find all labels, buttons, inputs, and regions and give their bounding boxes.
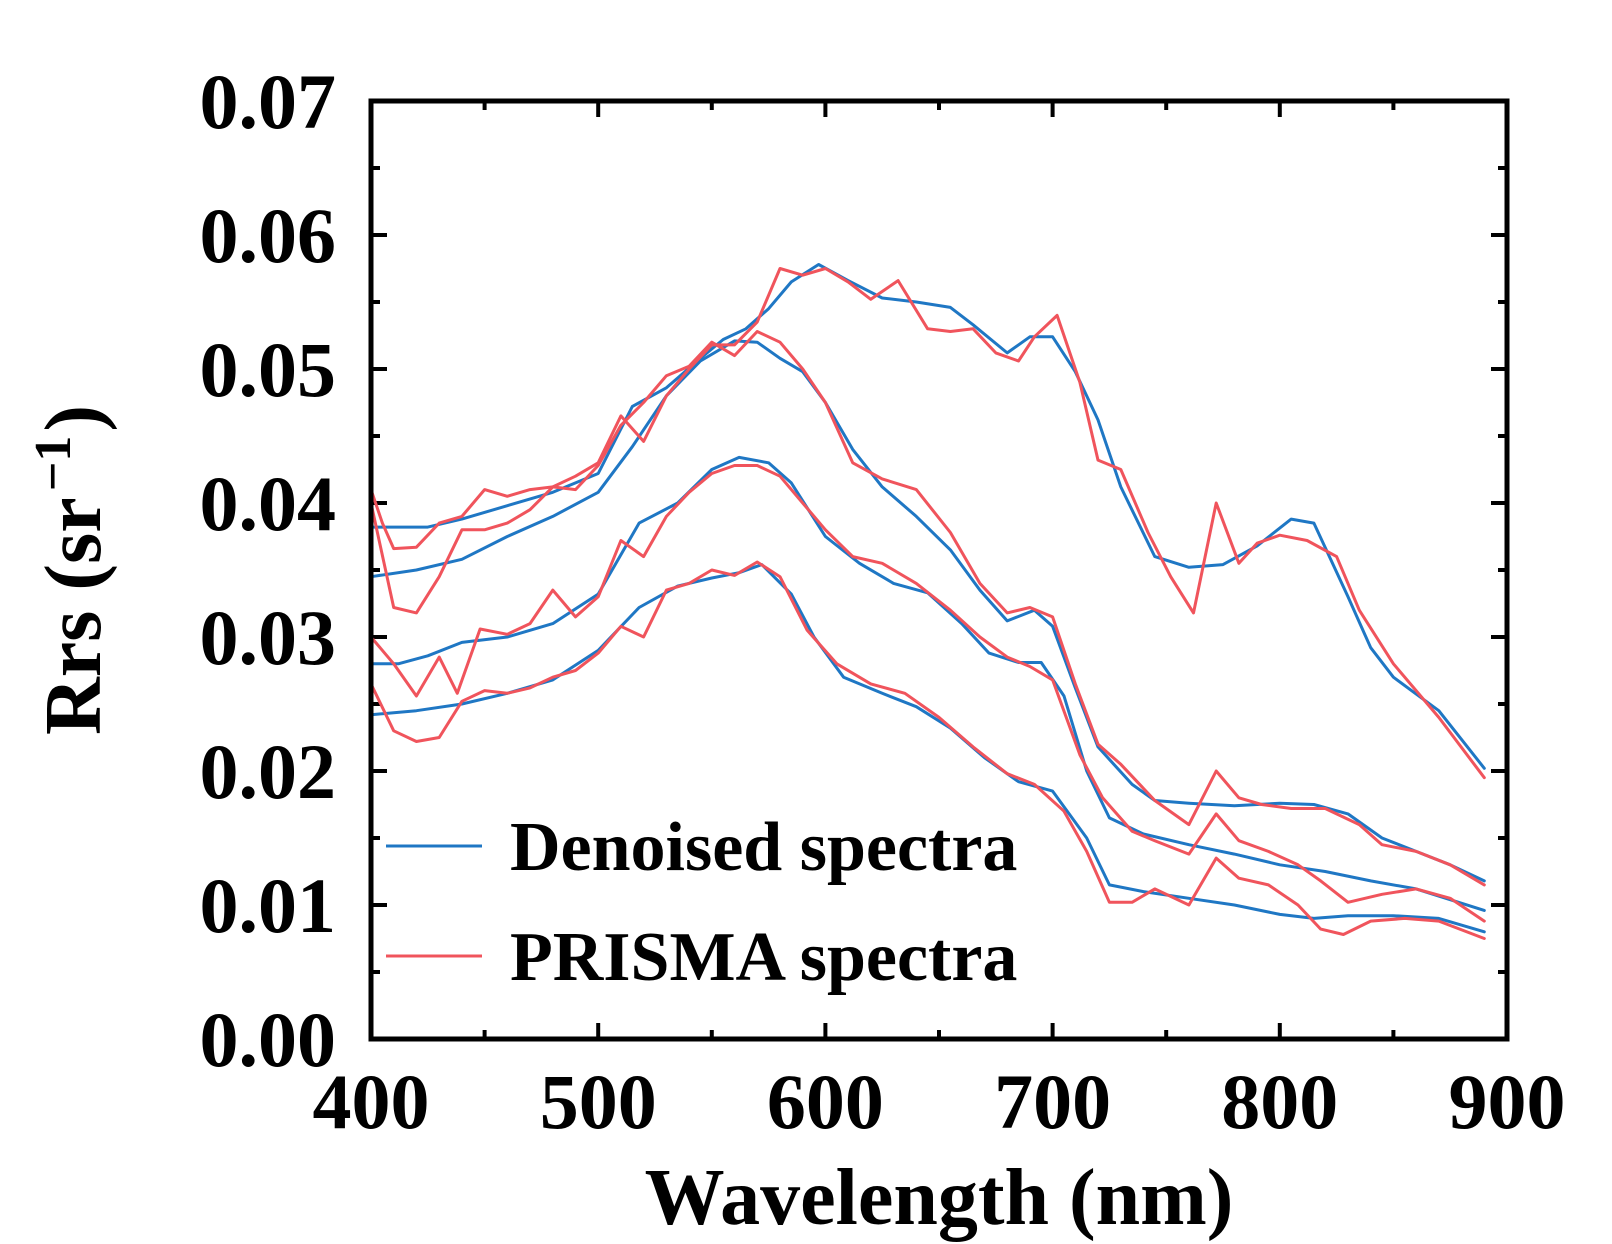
- series-line-denoised-spectra-3: [369, 455, 1486, 912]
- plot-frame: [368, 98, 1510, 1042]
- x-tick-label: 400: [313, 1058, 430, 1145]
- x-tick-label: 800: [1221, 1058, 1338, 1145]
- y-tick-label: 0.00: [200, 996, 337, 1083]
- series-line-denoised-spectra-1: [369, 263, 1486, 770]
- x-tick-labels: 400 500 600 700 800 900: [313, 1058, 1566, 1145]
- x-tick-label: 500: [540, 1058, 657, 1145]
- y-tick-label: 0.03: [200, 594, 337, 681]
- y-axis-title-main: Rrs (sr: [30, 497, 118, 735]
- legend: Denoised spectra PRISMA spectra: [386, 809, 1017, 996]
- y-tick-label: 0.02: [200, 728, 337, 815]
- series-line-prisma-spectra-4: [369, 560, 1486, 940]
- series-line-prisma-spectra-1: [369, 267, 1486, 780]
- y-axis-title-close: ): [30, 405, 118, 432]
- y-tick-label: 0.05: [200, 326, 337, 413]
- y-tick-label: 0.04: [200, 460, 337, 547]
- y-axis-title: Rrs (sr−1): [25, 405, 118, 735]
- y-tick-label: 0.06: [200, 192, 337, 279]
- series-line-prisma-spectra-3: [369, 464, 1486, 923]
- series-line-denoised-spectra-4: [369, 563, 1486, 934]
- y-tick-label: 0.07: [200, 58, 337, 145]
- series-lines: [369, 263, 1486, 940]
- x-tick-label: 700: [994, 1058, 1111, 1145]
- legend-label-prisma: PRISMA spectra: [510, 919, 1017, 996]
- x-tick-label: 900: [1449, 1058, 1566, 1145]
- series-line-denoised-spectra-2: [369, 339, 1486, 883]
- y-tick-labels: 0.00 0.01 0.02 0.03 0.04 0.05 0.06 0.07: [200, 58, 337, 1083]
- x-tick-label: 600: [767, 1058, 884, 1145]
- y-axis-title-sup: −1: [25, 436, 82, 492]
- series-line-prisma-spectra-2: [369, 330, 1486, 887]
- x-axis-title: Wavelength (nm): [645, 1154, 1234, 1242]
- legend-label-denoised: Denoised spectra: [510, 809, 1017, 886]
- y-tick-label: 0.01: [200, 862, 337, 949]
